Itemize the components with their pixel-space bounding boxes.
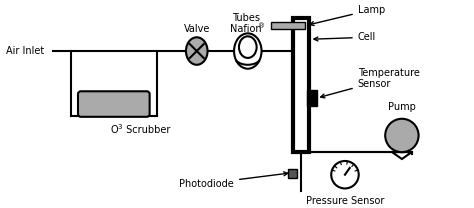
Text: O: O [110,125,118,135]
Text: Lamp: Lamp [310,5,385,26]
Circle shape [385,119,419,152]
Text: Tubes: Tubes [232,13,260,23]
Polygon shape [392,152,412,159]
Text: 3: 3 [118,124,122,130]
Text: Nafion: Nafion [230,24,262,33]
Bar [288,169,297,178]
Text: Cell: Cell [314,32,376,42]
Bar [271,22,305,30]
Text: Photodiode: Photodiode [179,172,288,188]
FancyBboxPatch shape [78,91,150,117]
Text: Scrubber: Scrubber [123,125,170,135]
Text: Temperature
Sensor: Temperature Sensor [321,68,419,98]
Ellipse shape [186,37,208,65]
Text: Valve: Valve [183,25,210,35]
Circle shape [331,161,359,188]
Ellipse shape [239,36,256,58]
Text: Pump: Pump [388,102,416,112]
Bar [293,18,309,152]
Text: ®: ® [257,24,265,30]
Ellipse shape [234,33,262,69]
Text: Air Inlet: Air Inlet [6,46,45,56]
Bar [307,90,317,106]
Text: Pressure Sensor: Pressure Sensor [306,196,384,206]
